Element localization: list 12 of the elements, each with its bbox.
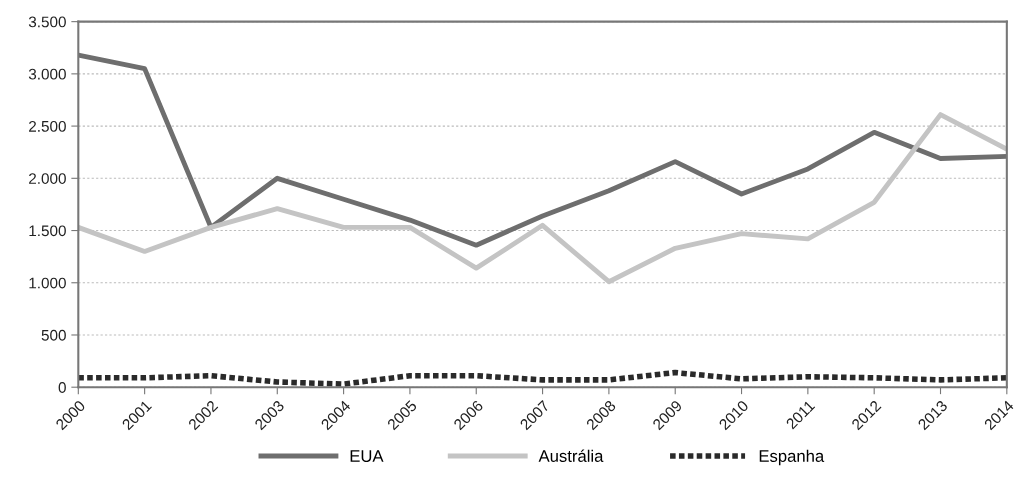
y-tick-label: 1.500 bbox=[29, 225, 66, 237]
y-tick-label: 1.000 bbox=[29, 277, 66, 289]
y-tick-label: 2.000 bbox=[29, 173, 66, 184]
legend-label: EUA bbox=[350, 450, 384, 462]
y-tick-label: 3.500 bbox=[28, 16, 66, 28]
legend-label: Espanha bbox=[759, 449, 825, 466]
legend-label: Austrália bbox=[538, 449, 604, 462]
y-tick-label: 0 bbox=[58, 382, 66, 393]
y-tick-label: 500 bbox=[41, 329, 66, 341]
y-tick-label: 2.500 bbox=[29, 120, 66, 132]
y-tick-label: 3.000 bbox=[28, 68, 66, 80]
line-series bbox=[78, 112, 1007, 285]
